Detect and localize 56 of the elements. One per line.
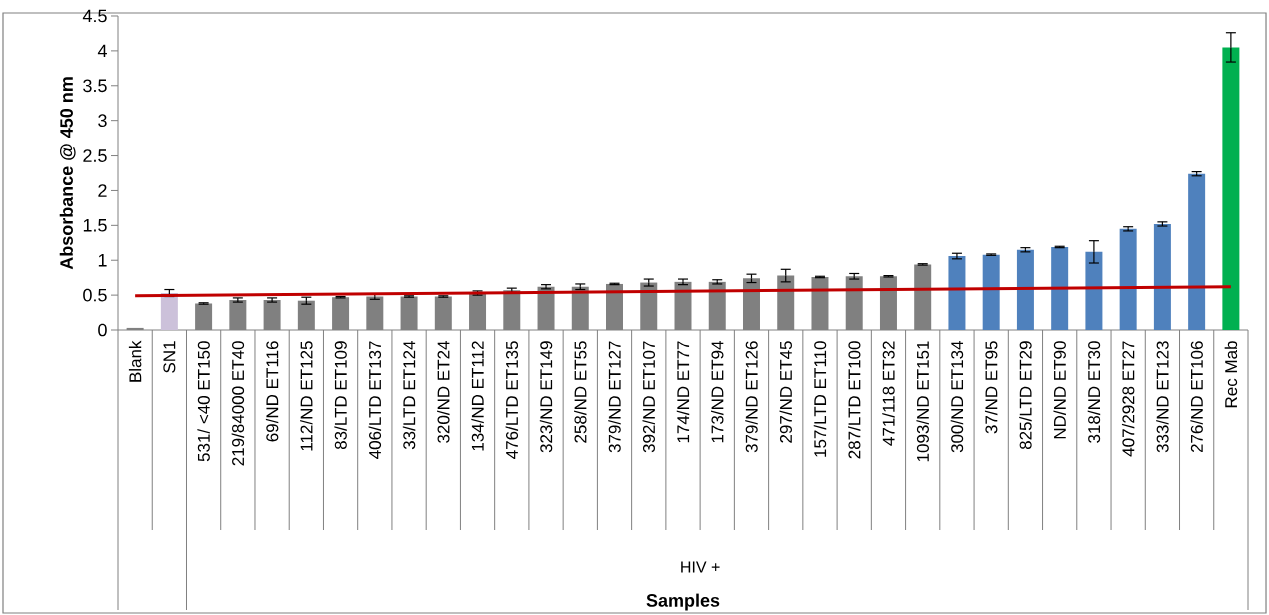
x-tick-label: 37/ND ET95 [984,341,998,434]
bar [1085,251,1103,330]
bar [1051,246,1069,330]
x-tick-label: 392/ND ET107 [642,341,656,453]
x-tick-label: 219/84000 ET40 [231,341,245,466]
y-tick-label: 1.5 [83,219,107,232]
x-tick-label: 407/2928 ET27 [1121,341,1135,457]
x-tick-label: 471/118 ET32 [882,341,895,446]
bar [982,254,1000,330]
y-tick-label: 4.5 [82,9,107,23]
x-tick-label: ND/ND ET90 [1053,341,1066,439]
y-axis-title: Absorbance @ 450 nm [59,77,76,270]
bar [1119,228,1137,330]
bar [948,256,966,330]
bar [160,293,178,330]
x-tick-label: 379/ND ET127 [608,341,621,453]
y-tick-label: 0.5 [83,288,107,302]
x-tick-label: 323/ND ET149 [539,341,553,453]
x-tick-label: 476/LTD ET135 [505,341,519,459]
x-tick-label: 258/ND ET55 [574,341,587,443]
bar [1222,47,1240,330]
x-tick-label: 287/LTD ET100 [847,341,861,459]
x-tick-label: 83/LTD ET109 [334,341,347,450]
y-tick-label: 3.5 [83,79,107,93]
x-tick-label: 406/LTD ET137 [368,341,382,459]
x-tick-label: 318/ND ET30 [1087,341,1101,443]
y-tick-label: 3 [98,114,107,128]
x-tick-label: 320/ND ET24 [437,341,450,443]
x-tick-label: 276/ND ET106 [1190,341,1203,453]
x-tick-label: 173/ND ET94 [711,341,724,443]
text: HIV + [681,561,720,573]
y-tick-label: 1 [98,254,107,267]
x-tick-label: 1093/ND ET151 [916,341,929,462]
y-tick-label: 0 [98,323,107,337]
x-tick-label: 174/ND ET77 [676,341,690,443]
x-tick-label: Blank [128,340,142,382]
x-tick-label: 531/ <40 ET150 [197,341,210,462]
x-tick-label: 33/LTD ET124 [402,341,416,450]
x-tick-label: 69/ND ET116 [265,341,279,442]
text: Samples [646,593,720,611]
x-tick-label: SN1 [163,341,176,373]
x-tick-label: 134/ND ET112 [471,341,484,451]
y-tick-label: 2 [98,184,107,197]
x-tick-label: 300/ND ET134 [950,341,964,453]
bar [1016,249,1034,330]
bar [1188,173,1206,330]
bar [1153,223,1171,330]
x-tick-label: 297/ND ET45 [779,341,792,443]
y-tick-label: 4 [97,44,107,58]
x-tick-label: 157/LTD ET110 [813,341,827,457]
x-tick-label: 333/ND ET123 [1156,341,1169,453]
x-tick-label: 379/ND ET126 [745,341,758,453]
x-tick-label: 825/LTD ET29 [1019,341,1032,450]
y-tick-label: 2.5 [83,149,107,162]
x-tick-label: Rec Mab [1224,341,1238,408]
x-tick-label: 112/ND ET125 [300,341,313,451]
